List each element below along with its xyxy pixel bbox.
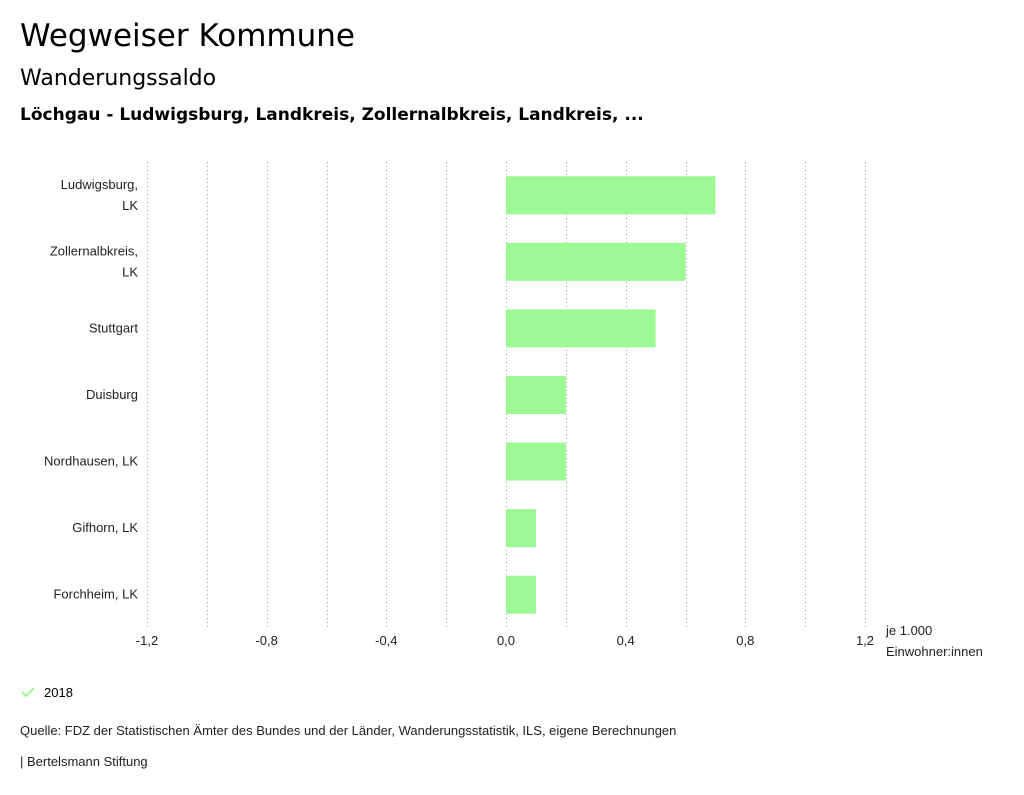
check-icon <box>21 687 35 698</box>
x-axis-unit-label: je 1.000 <box>885 623 932 638</box>
bar[interactable] <box>506 442 566 481</box>
bars <box>506 176 716 614</box>
bar[interactable] <box>506 509 536 548</box>
bar[interactable] <box>506 176 716 215</box>
bar[interactable] <box>506 309 656 348</box>
category-label: Zollernalbkreis, <box>50 243 138 258</box>
x-axis-unit: je 1.000 Einwohner:innen <box>885 623 983 659</box>
legend[interactable]: 2018 <box>20 684 73 700</box>
category-label: Nordhausen, LK <box>44 454 138 469</box>
category-label: Gifhorn, LK <box>72 520 138 535</box>
bar[interactable] <box>506 242 686 281</box>
grid-lines <box>147 162 866 628</box>
region-list: Löchgau - Ludwigsburg, Landkreis, Zoller… <box>20 105 644 125</box>
tick-label: -0,4 <box>375 633 397 648</box>
tick-label: -0,8 <box>255 633 277 648</box>
source-note: Quelle: FDZ der Statistischen Ämter des … <box>20 723 677 738</box>
x-axis-ticks: -1,2 -0,8 -0,4 0,0 0,4 0,8 1,2 <box>136 633 874 648</box>
tick-label: -1,2 <box>136 633 158 648</box>
chart-subtitle: Wanderungssaldo <box>20 66 217 91</box>
category-label: LK <box>122 264 138 279</box>
category-label: Stuttgart <box>89 320 139 335</box>
legend-label: 2018 <box>44 684 73 700</box>
tick-label: 0,0 <box>497 633 515 648</box>
tick-label: 1,2 <box>856 633 874 648</box>
bar-chart: Ludwigsburg, LK Zollernalbkreis, LK Stuttgar… <box>44 162 983 659</box>
category-label: LK <box>122 198 138 213</box>
category-labels: Ludwigsburg, LK Zollernalbkreis, LK Stuttgar… <box>44 177 138 602</box>
page-title: Wegweiser Kommune <box>20 18 355 54</box>
tick-label: 0,4 <box>617 633 635 648</box>
x-axis-unit-label: Einwohner:innen <box>886 644 983 659</box>
category-label: Forchheim, LK <box>53 587 138 602</box>
bar[interactable] <box>506 376 566 414</box>
bar[interactable] <box>506 575 536 614</box>
tick-label: 0,8 <box>736 633 754 648</box>
category-label: Ludwigsburg, <box>61 177 138 192</box>
brand-note: | Bertelsmann Stiftung <box>20 754 148 769</box>
category-label: Duisburg <box>86 387 138 402</box>
